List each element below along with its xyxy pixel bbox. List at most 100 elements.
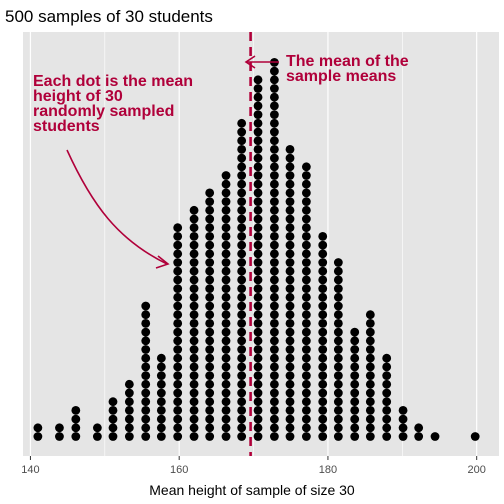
- data-dot: [365, 319, 375, 328]
- data-dot: [333, 275, 343, 285]
- annotation-arrow-dot: [66, 149, 168, 265]
- data-dot: [253, 188, 263, 198]
- data-dot: [253, 145, 263, 154]
- data-dot: [253, 136, 263, 146]
- data-dot: [269, 179, 279, 189]
- data-dot: [269, 171, 279, 180]
- data-dot: [301, 266, 311, 276]
- data-dot: [237, 258, 247, 267]
- data-dot: [382, 432, 392, 441]
- data-dot: [124, 414, 134, 424]
- data-dot: [269, 362, 279, 372]
- data-dot: [205, 371, 215, 380]
- data-dot: [301, 345, 311, 354]
- data-dot: [205, 301, 215, 311]
- data-dot: [189, 266, 199, 276]
- data-dot: [301, 214, 311, 224]
- data-dot: [237, 284, 247, 293]
- data-dot: [237, 275, 247, 285]
- data-dot: [318, 397, 328, 407]
- dot-layer: [33, 58, 480, 441]
- data-dot: [318, 371, 328, 380]
- chart-title: 500 samples of 30 students: [5, 7, 213, 26]
- data-dot: [253, 388, 263, 398]
- data-dot: [285, 327, 295, 337]
- data-dot: [173, 258, 183, 267]
- data-dot: [253, 336, 263, 346]
- data-dot: [221, 258, 231, 267]
- data-dot: [205, 284, 215, 293]
- data-dot: [173, 292, 183, 302]
- data-dot: [221, 319, 231, 328]
- data-dot: [269, 66, 279, 76]
- data-dot: [205, 205, 215, 215]
- data-dot: [253, 179, 263, 189]
- data-dot: [55, 432, 64, 441]
- data-dot: [253, 197, 263, 207]
- data-dot: [205, 397, 215, 407]
- data-dot: [237, 188, 247, 198]
- data-dot: [350, 379, 360, 389]
- data-dot: [237, 432, 247, 441]
- data-dot: [173, 406, 183, 415]
- data-dot: [237, 232, 247, 241]
- data-dot: [237, 223, 247, 233]
- data-dot: [253, 362, 263, 372]
- data-dot: [173, 327, 183, 337]
- data-dot: [382, 397, 392, 407]
- data-dot: [253, 371, 263, 380]
- data-dot: [205, 319, 215, 328]
- data-dot: [237, 266, 247, 276]
- data-dot: [269, 118, 279, 128]
- data-dot: [269, 327, 279, 337]
- data-dot: [285, 423, 295, 433]
- data-dot: [269, 388, 279, 398]
- annotation-line: sample means: [286, 68, 396, 85]
- data-dot: [189, 414, 199, 424]
- data-dot: [333, 266, 343, 276]
- data-dot: [221, 388, 231, 398]
- data-dot: [333, 414, 343, 424]
- data-dot: [333, 319, 343, 328]
- data-dot: [269, 292, 279, 302]
- data-dot: [221, 327, 231, 337]
- data-dot: [269, 353, 279, 363]
- data-dot: [33, 423, 43, 433]
- data-dot: [350, 327, 360, 337]
- data-dot: [269, 275, 279, 285]
- data-dot: [141, 432, 151, 441]
- data-dot: [269, 188, 279, 198]
- data-dot: [318, 345, 328, 354]
- data-dot: [269, 423, 279, 433]
- data-dot: [141, 397, 151, 407]
- data-dot: [221, 171, 231, 180]
- data-dot: [382, 371, 392, 380]
- data-dot: [253, 310, 263, 320]
- data-dot: [221, 336, 231, 346]
- data-dot: [156, 397, 166, 407]
- data-dot: [173, 284, 183, 293]
- data-dot: [333, 423, 343, 433]
- data-dot: [156, 423, 166, 433]
- data-dot: [237, 327, 247, 337]
- data-dot: [269, 284, 279, 293]
- data-dot: [365, 327, 375, 337]
- data-dot: [350, 388, 360, 398]
- data-dot: [189, 336, 199, 346]
- data-dot: [333, 397, 343, 407]
- data-dot: [301, 336, 311, 346]
- data-dot: [237, 345, 247, 354]
- data-dot: [237, 249, 247, 259]
- data-dot: [141, 345, 151, 354]
- data-dot: [285, 336, 295, 346]
- data-dot: [173, 397, 183, 407]
- data-dot: [301, 423, 311, 433]
- data-dot: [269, 379, 279, 389]
- data-dot: [205, 414, 215, 424]
- data-dot: [108, 423, 118, 433]
- data-dot: [237, 388, 247, 398]
- data-dot: [173, 345, 183, 354]
- data-dot: [189, 310, 199, 320]
- data-dot: [318, 266, 328, 276]
- data-dot: [269, 127, 279, 137]
